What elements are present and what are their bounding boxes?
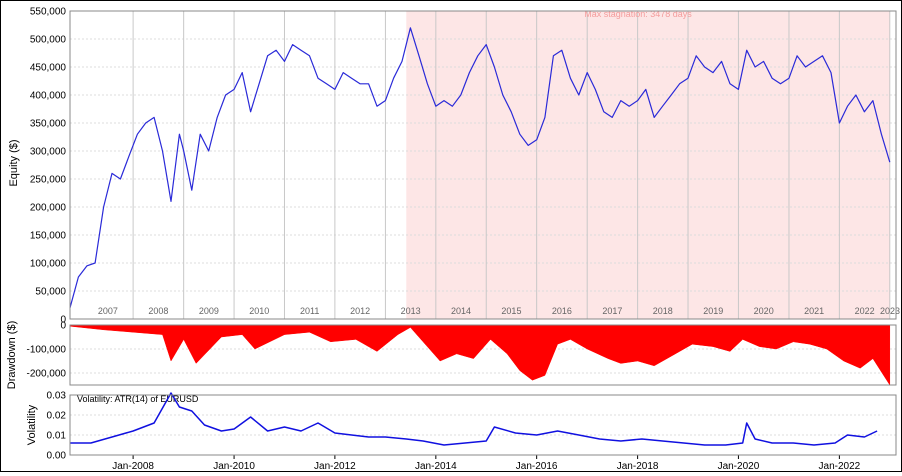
x-axis-tick-label: Jan-2008 bbox=[112, 461, 154, 471]
equity-y-tick-label: 500,000 bbox=[30, 35, 67, 46]
panel-border-dd bbox=[69, 324, 897, 386]
equity-year-label: 2012 bbox=[350, 306, 370, 316]
x-axis-tick-label: Jan-2016 bbox=[516, 461, 558, 471]
equity-y-tick-label: 100,000 bbox=[30, 259, 67, 270]
drawdown-y-tick-label: -200,000 bbox=[27, 369, 67, 380]
equity-y-tick-label: 250,000 bbox=[30, 175, 67, 186]
equity-curve bbox=[69, 27, 891, 308]
equity-year-label: 2010 bbox=[249, 306, 269, 316]
equity-year-label: 2007 bbox=[98, 306, 118, 316]
drawdown-y-tick-label: -100,000 bbox=[27, 345, 67, 356]
equity-year-label: 2022 bbox=[855, 306, 875, 316]
volatility-y-tick-label: 0.01 bbox=[47, 431, 67, 442]
x-axis-tick-label: Jan-2022 bbox=[819, 461, 861, 471]
drawdown-area-layer bbox=[69, 324, 891, 386]
equity-y-tick-label: 450,000 bbox=[30, 63, 67, 74]
equity-y-tick-label: 150,000 bbox=[30, 231, 67, 242]
equity-year-label: 2011 bbox=[300, 306, 319, 316]
panel-borders bbox=[69, 10, 897, 456]
equity-year-label: 2009 bbox=[199, 306, 219, 316]
x-axis-tick-label: Jan-2018 bbox=[617, 461, 659, 471]
equity-y-tick-label: 0 bbox=[60, 315, 66, 326]
x-axis-tick-label: Jan-2014 bbox=[415, 461, 457, 471]
volatility-title: Volatility: ATR(14) of EURUSD bbox=[77, 394, 199, 404]
drawdown-area bbox=[69, 324, 891, 386]
equity-year-label: 2016 bbox=[552, 306, 572, 316]
equity-y-tick-label: 300,000 bbox=[30, 147, 67, 158]
drawdown-y-axis: 0 -100,000 -200,000 bbox=[27, 321, 67, 380]
x-axis-tick-label: Jan-2012 bbox=[314, 461, 356, 471]
volatility-axis-label: Volatility bbox=[26, 404, 38, 445]
equity-year-label: 2019 bbox=[703, 306, 723, 316]
equity-year-label: 2008 bbox=[148, 306, 168, 316]
x-axis-tick-label: Jan-2020 bbox=[718, 461, 760, 471]
panel-border-eq bbox=[69, 10, 897, 320]
volatility-y-tick-label: 0.00 bbox=[47, 451, 67, 462]
equity-year-label: 2015 bbox=[501, 306, 521, 316]
stagnation-region bbox=[406, 11, 890, 319]
equity-year-label: 2017 bbox=[602, 306, 622, 316]
panel-border-vol bbox=[69, 394, 897, 456]
volatility-grid bbox=[70, 394, 896, 456]
volatility-y-tick-label: 0.02 bbox=[47, 411, 67, 422]
volatility-line bbox=[70, 392, 878, 446]
equity-y-tick-label: 50,000 bbox=[35, 287, 66, 298]
equity-axis-label: Equity ($) bbox=[8, 139, 20, 186]
equity-year-labels: 2007 2008 2009 2010 2011 2012 2013 2014 2015 2016… bbox=[98, 11, 900, 319]
x-axis-tick-label: Jan-2010 bbox=[213, 461, 255, 471]
equity-year-label: 2018 bbox=[653, 306, 673, 316]
equity-stagnation-layer bbox=[406, 11, 890, 319]
equity-year-label: 2013 bbox=[401, 306, 421, 316]
equity-line-layer bbox=[69, 27, 891, 308]
equity-year-label: 2014 bbox=[451, 306, 471, 316]
equity-y-tick-label: 200,000 bbox=[30, 203, 67, 214]
volatility-y-tick-label: 0.03 bbox=[47, 391, 67, 402]
equity-y-axis: 0 50,000 100,000 150,000 200,000 250,000 300,0… bbox=[30, 7, 67, 326]
drawdown-axis-label: Drawdown ($) bbox=[6, 321, 18, 389]
stagnation-annotation: Max stagnation: 3478 days bbox=[584, 9, 692, 19]
equity-year-label: 2023 bbox=[880, 306, 900, 316]
equity-y-tick-label: 350,000 bbox=[30, 119, 67, 130]
equity-year-label: 2021 bbox=[804, 306, 824, 316]
drawdown-y-tick-label: 0 bbox=[60, 321, 66, 332]
equity-y-tick-label: 550,000 bbox=[30, 7, 67, 18]
volatility-line-layer bbox=[70, 392, 878, 446]
equity-y-tick-label: 400,000 bbox=[30, 91, 67, 102]
volatility-y-axis: 0.00 0.01 0.02 0.03 bbox=[47, 391, 67, 462]
date-x-axis: Jan-2008 Jan-2010 Jan-2012 Jan-2014 Jan-2016… bbox=[112, 455, 861, 472]
equity-year-label: 2020 bbox=[754, 306, 774, 316]
